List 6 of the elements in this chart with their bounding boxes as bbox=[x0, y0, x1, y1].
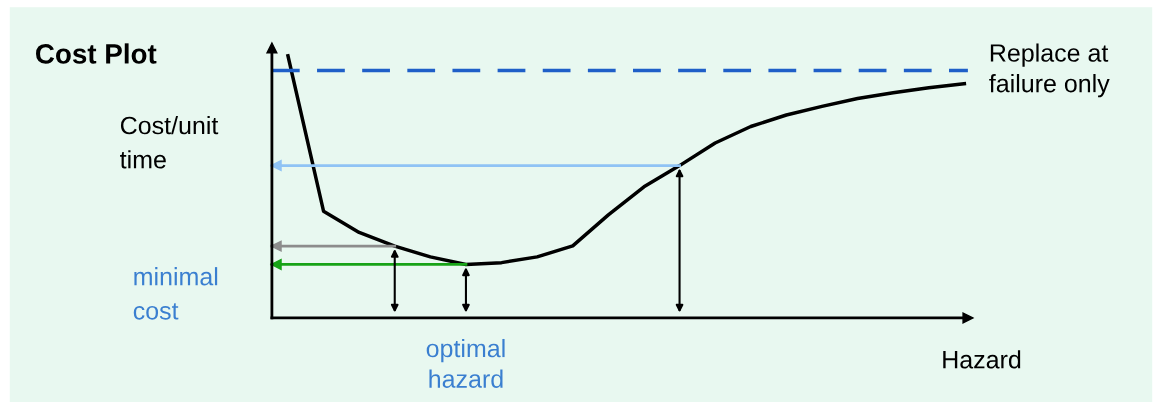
x-axis-title: Hazard bbox=[943, 350, 1021, 369]
ref-line-label: Replace at failure only bbox=[989, 43, 1110, 98]
ref-line-label: minimal cost bbox=[133, 267, 218, 320]
y-axis-title: Cost/unit time bbox=[120, 115, 219, 169]
chart-title: Cost Plot bbox=[36, 43, 157, 64]
text: optimal hazard bbox=[426, 338, 505, 388]
